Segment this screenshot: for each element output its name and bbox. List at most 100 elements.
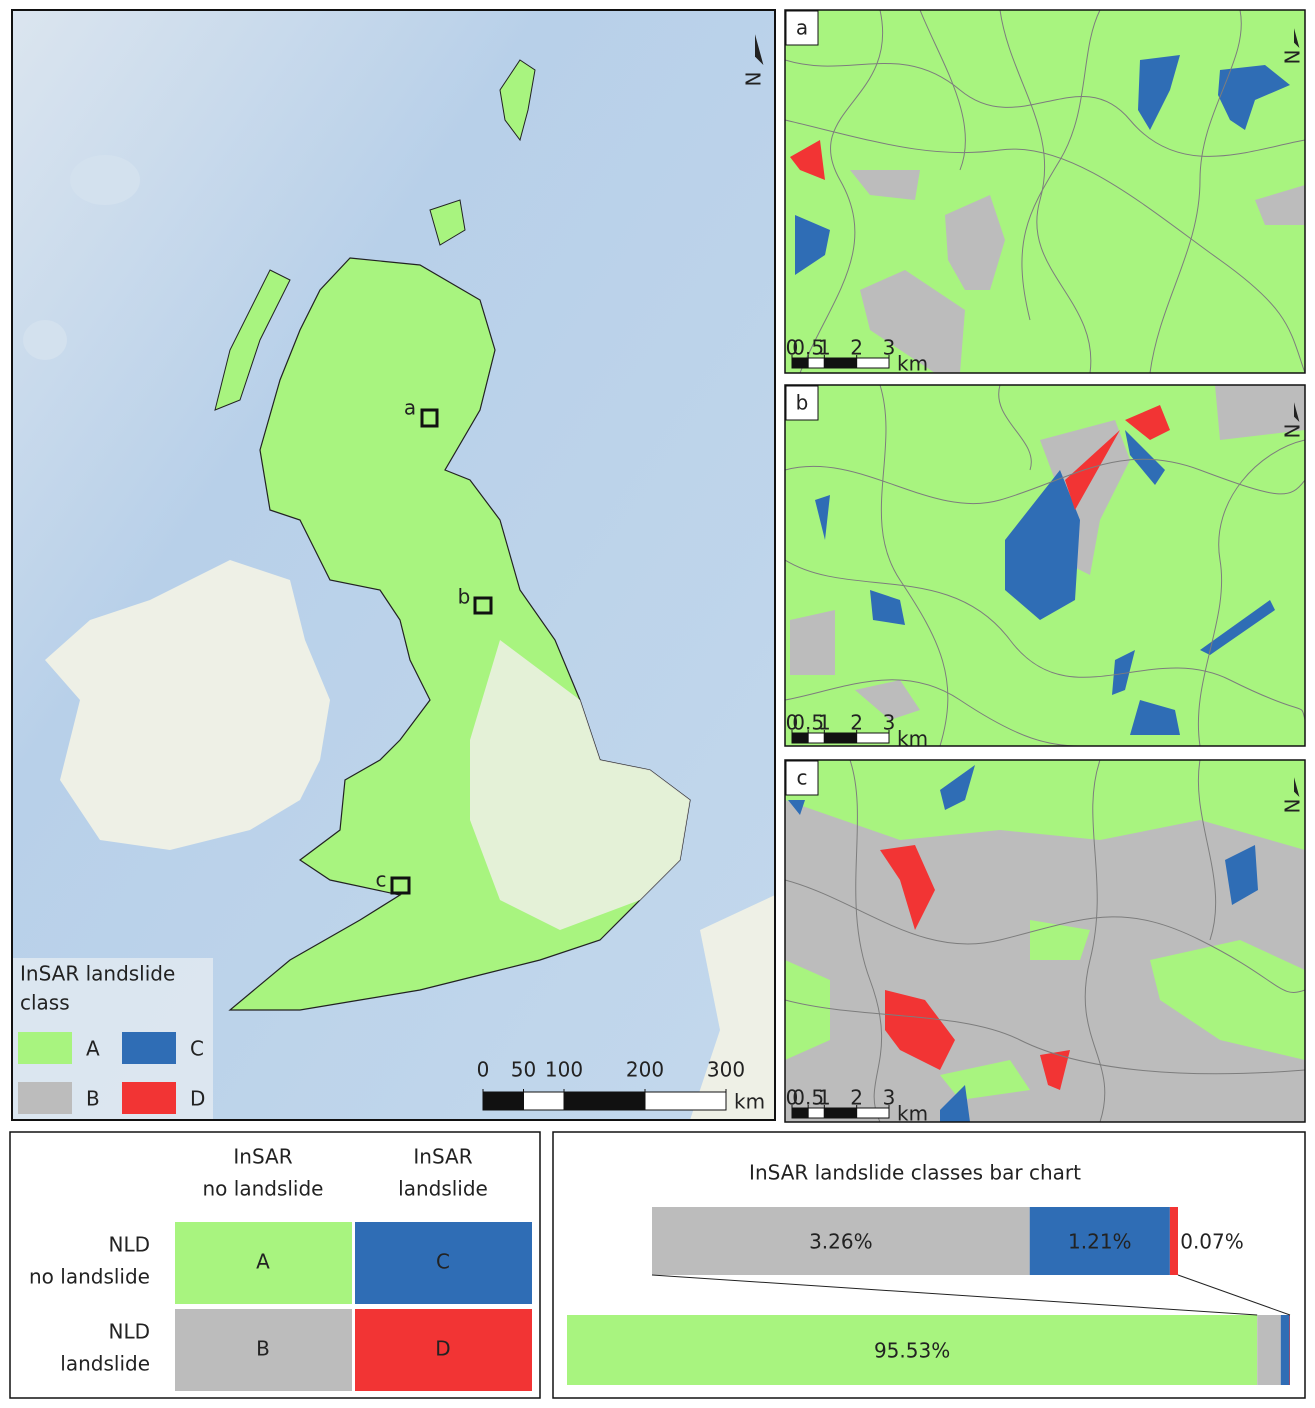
catchment-lines: [785, 10, 1305, 373]
bar-segment: [1257, 1315, 1281, 1385]
outer-hebrides: [214, 269, 291, 411]
scale-label: 0: [786, 711, 799, 735]
scale-segment: [791, 357, 809, 369]
scale-label: 2: [850, 711, 863, 735]
matrix-cell: [175, 1222, 352, 1304]
value-label: 3.26%: [809, 1230, 873, 1254]
inset-label: b: [796, 391, 809, 415]
catchment-lines: [785, 385, 1305, 746]
value-label: 1.21%: [1068, 1230, 1132, 1254]
scale-label: 0: [786, 336, 799, 360]
value-label: 0.07%: [1180, 1230, 1244, 1254]
scale-label: 200: [626, 1058, 664, 1082]
scale-segment: [482, 1091, 524, 1111]
matrix-cell: [355, 1222, 532, 1304]
zoom-bar-segment: [1169, 1207, 1178, 1275]
north-label: N: [1281, 50, 1305, 65]
matrix-cell: [355, 1309, 532, 1391]
inset-label: a: [796, 16, 808, 40]
zoom-bar-segment: [1029, 1207, 1170, 1275]
scale-segment: [856, 357, 890, 369]
matrix-cell-label: B: [256, 1337, 270, 1361]
scale-segment: [856, 732, 890, 744]
column-header: InSAR: [413, 1145, 472, 1169]
scale-segment: [644, 1091, 727, 1111]
legend-swatch: [18, 1032, 72, 1064]
scale-segment: [563, 1091, 646, 1111]
row-header: NLD: [108, 1320, 150, 1344]
class-d-area: [880, 845, 1070, 1090]
scale-label: 0.5: [792, 336, 824, 360]
scale-label: 0: [477, 1058, 490, 1082]
north-arrow: [755, 34, 764, 65]
row-header: landslide: [60, 1352, 150, 1376]
north-arrow: [1294, 28, 1300, 48]
map-frame: [11, 9, 776, 1121]
north-arrow: [1294, 777, 1300, 797]
north-label: N: [742, 72, 766, 87]
scale-label: 100: [545, 1058, 583, 1082]
scale-segment: [823, 732, 858, 744]
zoom-bar-segment: [652, 1207, 1030, 1275]
legend-title: class: [20, 991, 70, 1015]
class-d-area: [790, 140, 825, 180]
bar-segment: [1280, 1315, 1290, 1385]
legend-title: InSAR landslide: [20, 962, 175, 986]
value-label: 95.53%: [874, 1339, 950, 1363]
legend-label: A: [86, 1037, 100, 1061]
inset-label-box: [785, 760, 819, 796]
scale-label: 2: [850, 1086, 863, 1110]
site-label: a: [404, 396, 416, 420]
bar-segment: [1289, 1315, 1290, 1385]
inset-frame: [784, 9, 1306, 374]
scale-label: 1: [818, 711, 831, 735]
scale-segment: [823, 357, 858, 369]
scale-segment: [823, 1107, 858, 1119]
scale-segment: [856, 1107, 890, 1119]
legend-label: B: [86, 1087, 100, 1111]
scale-label: 3: [883, 1086, 896, 1110]
row-header: NLD: [108, 1233, 150, 1257]
north-label: N: [1281, 424, 1305, 439]
inset-label-box: [785, 10, 819, 46]
inset-label-box: [785, 385, 819, 421]
lowland-area: [470, 640, 690, 930]
scale-label: 50: [511, 1058, 536, 1082]
scale-unit: km: [734, 1090, 765, 1114]
scale-unit: km: [897, 727, 928, 751]
class-c-area: [795, 55, 1290, 275]
site-label: c: [376, 868, 387, 892]
legend-label: D: [190, 1087, 205, 1111]
overview-map: [12, 10, 775, 1120]
zoom-connector: [651, 1274, 1258, 1316]
scale-label: 2: [850, 336, 863, 360]
zoom-connector: [1177, 1274, 1291, 1316]
site-box: [390, 876, 411, 895]
catchment-lines: [785, 760, 1305, 1122]
inset-map: [785, 10, 1305, 373]
legend-swatch: [18, 1082, 72, 1114]
chart-title: InSAR landslide classes bar chart: [749, 1161, 1081, 1185]
matrix-frame: [9, 1131, 541, 1399]
shetland: [499, 59, 536, 142]
scale-label: 3: [883, 336, 896, 360]
class-d-area: [1065, 405, 1170, 510]
site-box: [473, 596, 493, 615]
row-header: no landslide: [29, 1265, 150, 1289]
site-box: [420, 408, 439, 428]
scale-label: 0.5: [792, 1086, 824, 1110]
site-label: b: [458, 585, 471, 609]
column-header: InSAR: [233, 1145, 292, 1169]
matrix-cell: [175, 1309, 352, 1391]
continent: [690, 895, 775, 1120]
scale-label: 1: [818, 336, 831, 360]
scale-label: 3: [883, 711, 896, 735]
matrix-cell-label: D: [435, 1337, 450, 1361]
scale-unit: km: [897, 1102, 928, 1126]
scale-segment: [807, 357, 825, 369]
scale-segment: [791, 1107, 809, 1119]
inset-map: [785, 385, 1305, 746]
scale-segment: [807, 732, 825, 744]
legend-swatch: [122, 1082, 176, 1114]
